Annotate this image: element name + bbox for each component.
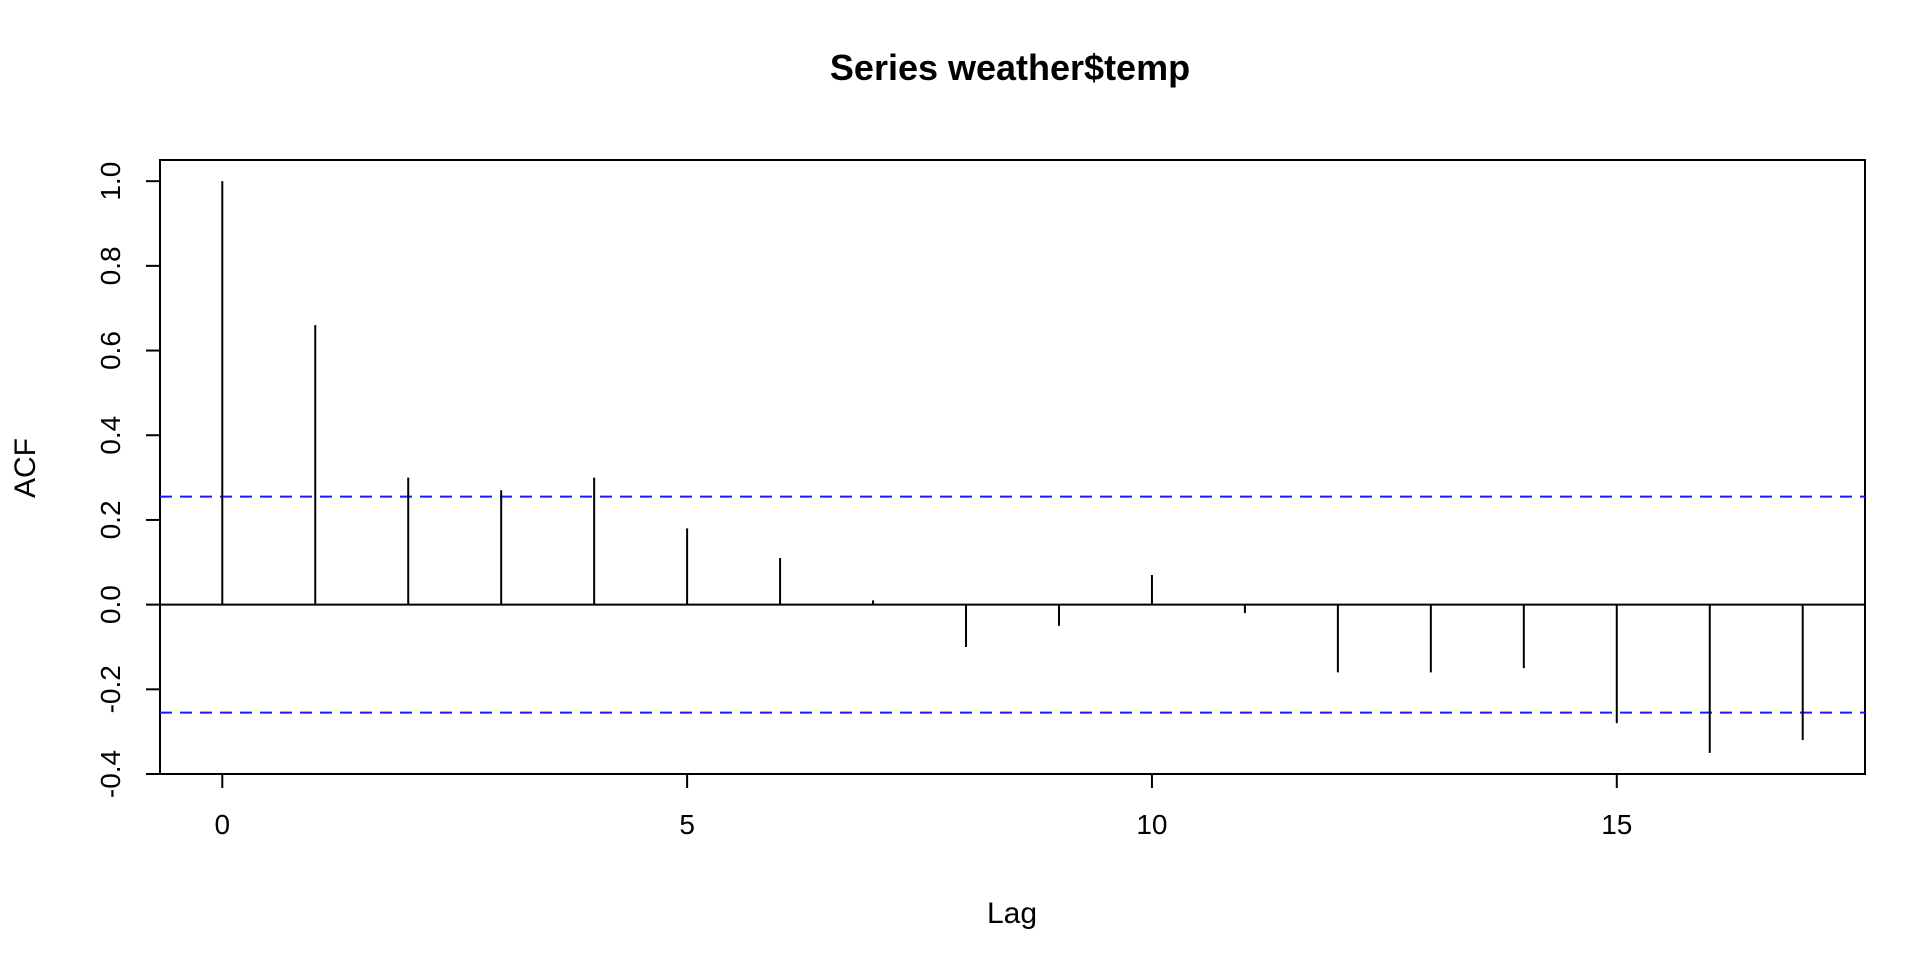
y-tick-label: -0.2 [95, 665, 126, 713]
x-tick-label: 15 [1601, 809, 1632, 840]
y-tick-label: 0.8 [95, 246, 126, 285]
acf-spikes [221, 181, 1804, 753]
y-tick-label: 1.0 [95, 162, 126, 201]
x-tick-label: 0 [214, 809, 230, 840]
y-tick-label: 0.0 [95, 585, 126, 624]
chart-title: Series weather$temp [830, 47, 1190, 88]
y-tick-label: 0.2 [95, 500, 126, 539]
x-axis: 0 5 10 15 [214, 774, 1632, 840]
y-axis-label: ACF [9, 438, 42, 498]
x-tick-label: 10 [1136, 809, 1167, 840]
y-tick-label: 0.6 [95, 331, 126, 370]
plot-frame [159, 159, 1866, 775]
x-axis-label: Lag [987, 897, 1037, 930]
y-tick-label: -0.4 [95, 750, 126, 798]
x-tick-label: 5 [679, 809, 695, 840]
y-axis: -0.4 -0.2 0.0 0.2 0.4 0.6 0.8 1.0 [95, 162, 160, 798]
y-tick-label: 0.4 [95, 416, 126, 455]
